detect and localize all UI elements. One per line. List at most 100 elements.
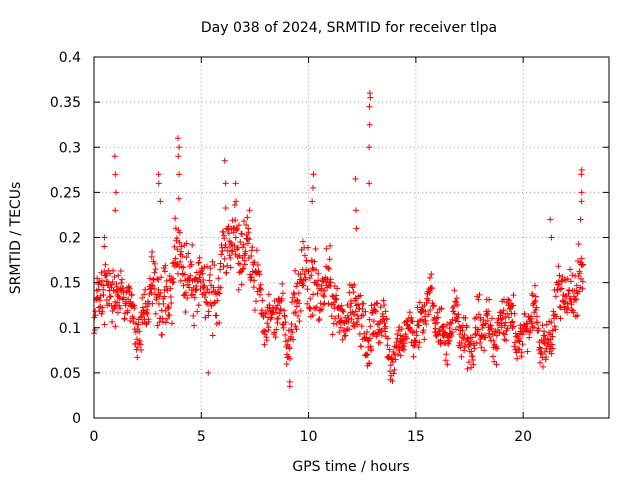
data-point xyxy=(312,246,319,253)
data-point xyxy=(161,293,168,300)
data-point xyxy=(308,272,315,279)
data-point xyxy=(567,266,574,273)
data-point xyxy=(377,304,384,311)
data-point xyxy=(143,309,150,316)
data-point xyxy=(461,347,468,354)
data-point xyxy=(346,326,353,333)
data-point xyxy=(500,307,507,314)
data-point xyxy=(352,308,359,315)
data-point xyxy=(232,234,239,241)
data-point xyxy=(179,253,186,260)
data-point xyxy=(577,216,584,223)
data-point xyxy=(201,282,208,289)
data-point xyxy=(155,180,162,187)
data-point xyxy=(300,282,307,289)
data-point xyxy=(247,277,254,284)
data-point xyxy=(444,361,451,368)
data-point xyxy=(274,319,281,326)
data-point xyxy=(567,278,574,285)
data-point xyxy=(307,295,314,302)
data-point xyxy=(173,235,180,242)
data-point xyxy=(101,321,108,328)
data-point xyxy=(442,357,449,364)
data-point xyxy=(115,272,122,279)
data-point xyxy=(526,334,533,341)
data-point xyxy=(467,338,474,345)
data-point xyxy=(109,318,116,325)
data-point xyxy=(163,283,170,290)
data-point xyxy=(151,285,158,292)
data-point xyxy=(249,268,256,275)
data-point xyxy=(295,290,302,297)
data-point xyxy=(486,334,493,341)
data-point xyxy=(512,339,519,346)
data-point xyxy=(239,230,246,237)
data-point xyxy=(251,259,258,266)
data-point xyxy=(161,268,168,275)
data-point xyxy=(315,270,322,277)
data-point xyxy=(415,344,422,351)
data-point xyxy=(353,207,360,214)
data-point xyxy=(310,171,317,178)
data-point xyxy=(221,255,228,262)
y-tick-label: 0.4 xyxy=(59,50,81,66)
data-point xyxy=(196,259,203,266)
data-point xyxy=(159,318,166,325)
data-point xyxy=(314,281,321,288)
data-point xyxy=(294,312,301,319)
data-point xyxy=(519,341,526,348)
data-point xyxy=(367,335,374,342)
data-point xyxy=(572,295,579,302)
data-point xyxy=(259,297,266,304)
data-point xyxy=(384,335,391,342)
data-point xyxy=(534,319,541,326)
data-point xyxy=(575,288,582,295)
data-point xyxy=(539,363,546,370)
data-point xyxy=(187,272,194,279)
data-point xyxy=(541,332,548,339)
data-point xyxy=(176,239,183,246)
data-point xyxy=(315,277,322,284)
data-point xyxy=(240,218,247,225)
data-point xyxy=(575,273,582,280)
data-point xyxy=(272,309,279,316)
data-point xyxy=(426,289,433,296)
data-point xyxy=(183,254,190,261)
data-point xyxy=(134,354,141,361)
data-point xyxy=(154,322,161,329)
data-point xyxy=(416,339,423,346)
data-point xyxy=(528,320,535,327)
data-point xyxy=(420,327,427,334)
data-point xyxy=(521,310,528,317)
data-point xyxy=(159,331,166,338)
data-point xyxy=(435,314,442,321)
data-point xyxy=(293,326,300,333)
data-point xyxy=(279,321,286,328)
y-tick-label: 0.3 xyxy=(59,140,81,156)
data-point xyxy=(461,332,468,339)
data-point xyxy=(216,319,223,326)
data-point xyxy=(537,359,544,366)
data-point xyxy=(221,157,228,164)
data-point xyxy=(368,346,375,353)
data-point xyxy=(242,248,249,255)
data-point xyxy=(181,271,188,278)
data-point xyxy=(444,334,451,341)
data-point xyxy=(475,296,482,303)
data-point xyxy=(489,315,496,322)
data-point xyxy=(501,331,508,338)
data-point xyxy=(338,302,345,309)
data-point xyxy=(114,299,121,306)
data-point xyxy=(361,335,368,342)
data-point xyxy=(256,271,263,278)
data-point xyxy=(429,285,436,292)
data-point xyxy=(300,238,307,245)
data-point xyxy=(172,215,179,222)
data-point xyxy=(271,298,278,304)
data-point xyxy=(350,289,357,296)
data-point xyxy=(265,324,272,331)
data-point xyxy=(117,305,124,312)
data-point xyxy=(236,252,243,259)
data-point xyxy=(304,286,311,293)
data-point xyxy=(339,307,346,314)
